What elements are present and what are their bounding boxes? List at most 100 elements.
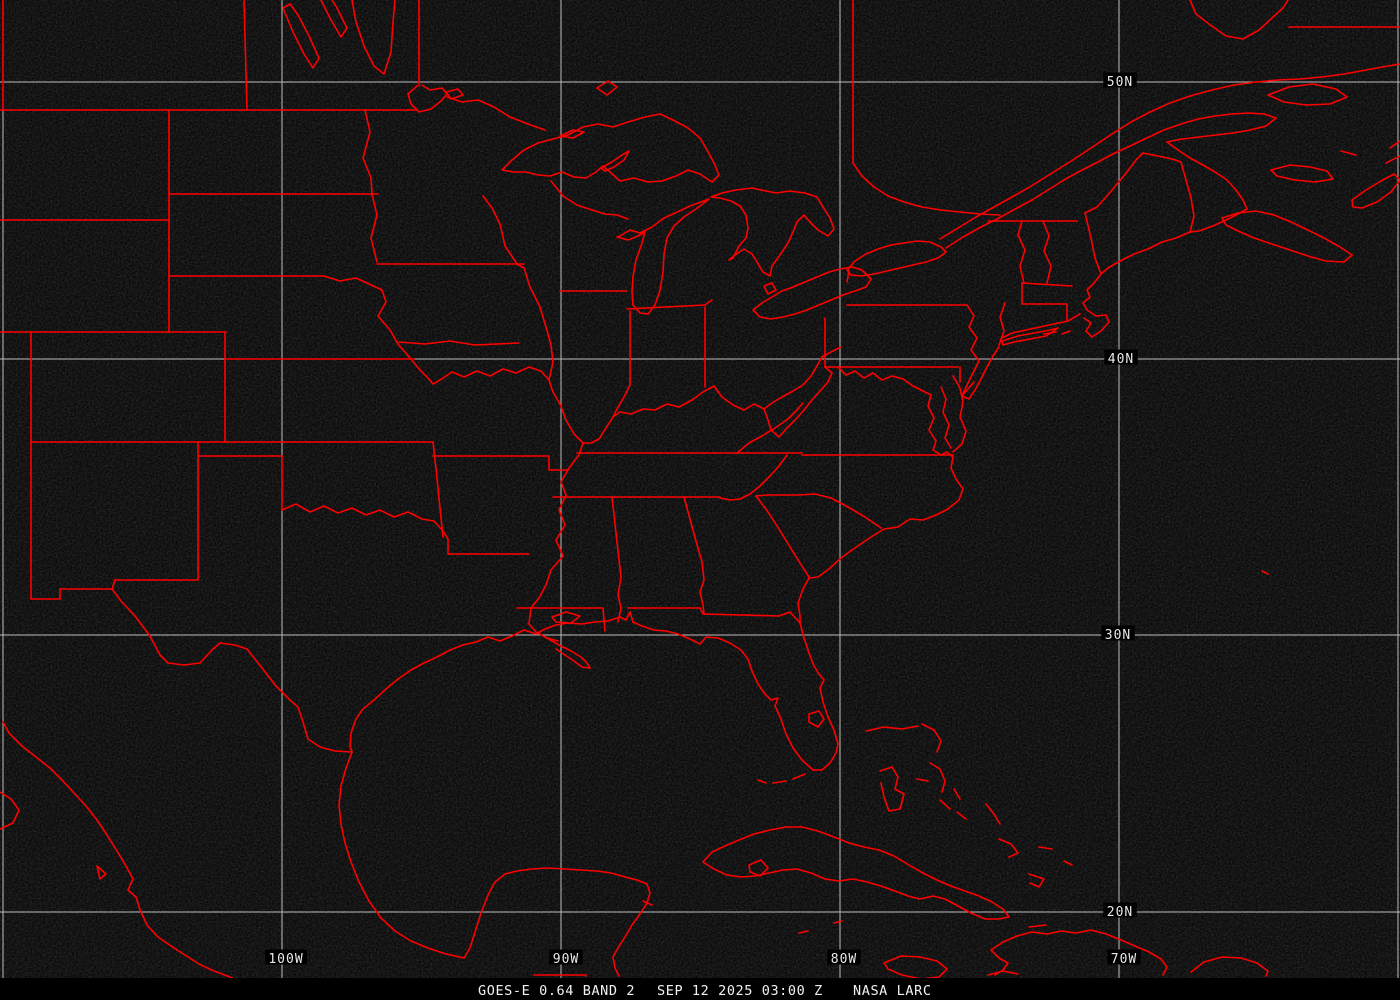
map-path-lake-of-the-woods xyxy=(407,84,448,113)
map-path-tortuga xyxy=(1028,924,1047,928)
caption-bar xyxy=(0,978,1400,1000)
map-path-border-maine-quebec xyxy=(1084,152,1182,214)
map-path-mexico-gulf-coast xyxy=(338,751,465,959)
map-path-lake-okeechobee xyxy=(808,710,825,728)
map-path-border-sd-nebraska xyxy=(168,275,383,291)
map-path-newbrunswick-coast xyxy=(1166,141,1248,233)
graticule-labels: 50N 40N 30N 20N 100W 90W 80W 70W xyxy=(265,72,1141,967)
map-path-quebec-north-shore-inlet xyxy=(1189,0,1289,40)
map-path-hispaniola xyxy=(987,929,1168,976)
caption-timestamp: SEP 12 2025 03:00 Z xyxy=(657,983,823,999)
map-path-border-wisconsin-michigan-up xyxy=(550,180,629,220)
map-path-southern-newengland-coast xyxy=(1001,313,1081,339)
map-path-rio-grande xyxy=(111,588,353,753)
map-path-border-massachusetts-north xyxy=(1021,282,1073,287)
map-path-chesapeake-bay-west xyxy=(927,394,948,456)
map-path-border-missouri-arkansas xyxy=(432,455,569,471)
map-path-puerto-rico xyxy=(1190,956,1269,977)
map-path-keweenaw-peninsula xyxy=(600,150,630,172)
map-path-nova-scotia xyxy=(1221,210,1353,263)
map-path-st-lawrence-south-bank xyxy=(945,170,1081,249)
map-path-border-oklahoma-arkansas xyxy=(432,441,444,538)
map-path-lake-winnipeg xyxy=(351,0,396,75)
caption-instrument: GOES-E 0.64 BAND 2 xyxy=(478,983,635,999)
map-path-border-tennessee-northcarolina xyxy=(719,454,788,501)
map-path-ottawa-river xyxy=(852,162,1001,216)
map-path-louisiana-coast xyxy=(462,628,546,646)
map-path-border-alabama-georgia xyxy=(683,496,705,615)
map-path-mississippi-delta xyxy=(546,637,591,669)
map-path-border-saskatchewan-manitoba xyxy=(243,0,248,111)
map-path-lake-winnipegosis xyxy=(320,0,348,38)
map-path-lake-superior xyxy=(501,113,720,183)
map-path-newjersey-coast xyxy=(961,346,1000,400)
map-path-jamaica xyxy=(883,955,948,980)
label-backing-40n xyxy=(1104,349,1138,365)
map-path-anticosti-island xyxy=(1267,83,1348,106)
map-path-mississippi-gulf-coast xyxy=(544,616,621,630)
map-path-border-illinois-indiana xyxy=(612,310,631,418)
map-path-isle-of-youth xyxy=(748,859,769,877)
map-path-border-louisiana-mississippi-31n xyxy=(516,607,606,632)
graticule-label-70w: 70W xyxy=(1111,952,1137,967)
label-backing-70w xyxy=(1107,949,1141,965)
map-path-lake-nipigon xyxy=(596,80,618,96)
map-path-newengland-coast-cape-cod xyxy=(1082,273,1110,338)
map-path-border-mississippi-alabama xyxy=(611,496,622,623)
map-path-florida-west-coast xyxy=(632,621,814,771)
label-backing-30n xyxy=(1101,625,1135,641)
map-path-baja-california-coast xyxy=(0,791,20,830)
map-path-border-kentucky-virginia xyxy=(736,402,804,454)
map-path-connecticut-river xyxy=(1042,220,1052,284)
map-path-cape-breton-island xyxy=(1351,173,1400,209)
map-path-cozumel xyxy=(642,900,653,906)
map-path-savannah-river xyxy=(755,495,810,578)
map-path-border-us-canada-east-of-lotw xyxy=(446,96,546,131)
map-path-cayman-islands xyxy=(798,920,843,934)
map-path-border-minnesota-west xyxy=(362,109,378,263)
map-path-newfoundland-coast xyxy=(1385,140,1400,164)
graticule-label-40n: 40N xyxy=(1108,352,1134,367)
map-path-border-oklahoma-panhandle xyxy=(197,441,283,511)
map-path-maine-coast xyxy=(1100,231,1191,275)
map-path-lake-champlain xyxy=(1017,220,1026,284)
map-path-border-newmexico-south xyxy=(30,579,116,600)
graticule-label-80w: 80W xyxy=(831,952,857,967)
map-path-gulf-of-california-coast xyxy=(2,721,247,986)
map-path-bahamas xyxy=(865,723,1073,888)
map-path-isle-royale xyxy=(559,129,585,139)
map-path-magdalen-islands xyxy=(1340,150,1357,156)
map-path-border-maine-newhampshire xyxy=(1084,212,1102,275)
label-backing-100w xyxy=(265,949,307,965)
map-path-cuba xyxy=(702,826,1010,920)
graticule-label-100w: 100W xyxy=(268,952,303,967)
map-path-lake-ontario xyxy=(846,240,947,277)
map-path-texas-coast xyxy=(349,644,464,753)
label-backing-20n xyxy=(1103,902,1137,918)
map-path-mobile-bay xyxy=(619,611,634,623)
map-path-gaspe-peninsula xyxy=(1079,112,1277,172)
graticule-label-50n: 50N xyxy=(1107,75,1133,90)
map-path-long-island xyxy=(1001,327,1059,346)
map-path-red-river-tx-ok xyxy=(281,503,449,540)
map-path-missouri-river xyxy=(377,289,550,385)
map-path-bermuda xyxy=(1261,570,1269,575)
graticule-lines xyxy=(0,0,1400,978)
map-path-border-maine-newbrunswick xyxy=(1180,161,1195,233)
map-path-yucatan-peninsula xyxy=(463,867,651,977)
graticule-label-90w: 90W xyxy=(553,952,579,967)
label-backing-50n xyxy=(1103,72,1137,88)
map-path-ohio-river xyxy=(582,346,842,444)
map-path-lake-huron-georgian-bay xyxy=(710,187,835,277)
map-path-lake-michigan xyxy=(616,198,710,315)
caption-credit: NASA LARC xyxy=(853,983,932,999)
satellite-noise-texture xyxy=(0,0,1400,978)
map-path-st-lawrence-north-bank xyxy=(939,63,1400,240)
graticule-label-30n: 30N xyxy=(1105,628,1131,643)
map-path-lake-st-clair xyxy=(763,282,777,295)
map-path-potomac-river xyxy=(837,366,932,396)
map-path-atlantic-coast-va-to-fl xyxy=(797,451,964,771)
map-path-prince-edward-island xyxy=(1270,164,1334,183)
